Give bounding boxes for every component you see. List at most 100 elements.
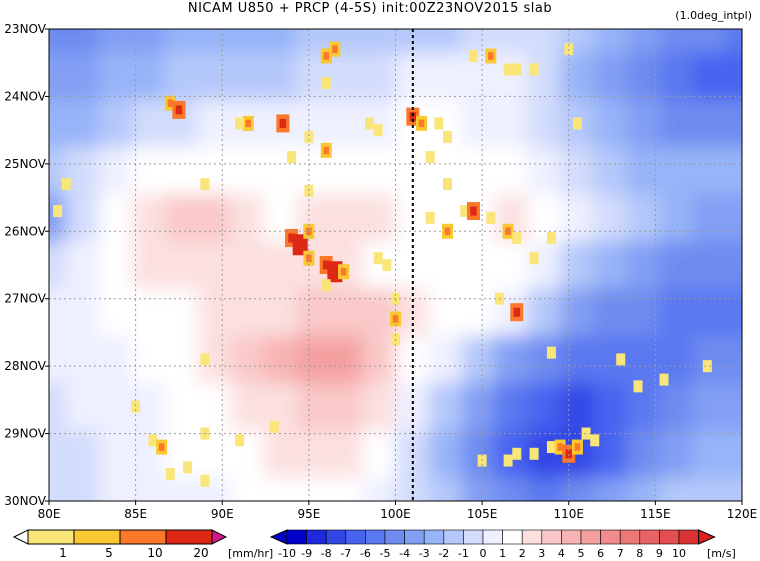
- u850-cell: [725, 99, 742, 148]
- u850-cell: [329, 430, 364, 479]
- u850-cell: [230, 194, 265, 243]
- u850-cell: [692, 147, 727, 196]
- u850-cell: [98, 147, 133, 196]
- u850-cell: [65, 99, 100, 148]
- u850-cell: [461, 335, 496, 384]
- u850-cell: [593, 147, 628, 196]
- u850-cell: [98, 99, 133, 148]
- precip-core: [488, 52, 494, 60]
- u850-cell: [593, 194, 628, 243]
- u850-cell: [362, 147, 397, 196]
- u850-cell: [461, 477, 496, 501]
- u850-cell: [131, 335, 166, 384]
- x-tick-label: 115E: [640, 507, 671, 521]
- precip-cell: [503, 454, 513, 467]
- u850-bar-left-arrow: [269, 529, 288, 545]
- u850-cell: [494, 99, 529, 148]
- u850-field: [49, 29, 742, 501]
- u850-cell: [692, 477, 727, 501]
- u850-cell: [131, 477, 166, 501]
- u850-cell: [65, 147, 100, 196]
- u850-cell: [197, 29, 232, 54]
- precip-core: [340, 267, 347, 276]
- u850-bar-label: -3: [419, 547, 430, 560]
- u850-cell: [725, 477, 742, 501]
- precip-layer: [53, 41, 712, 487]
- x-tick-label: 95E: [297, 507, 320, 521]
- u850-cell: [461, 147, 496, 196]
- u850-cell: [230, 335, 265, 384]
- precip-cell: [269, 420, 279, 433]
- u850-cell: [560, 383, 595, 432]
- u850-cell: [494, 241, 529, 290]
- u850-cell: [626, 383, 661, 432]
- u850-cell: [527, 99, 562, 148]
- u850-cell: [164, 147, 199, 196]
- u850-cell: [362, 194, 397, 243]
- u850-cell: [263, 29, 298, 54]
- precip-core: [513, 307, 521, 317]
- u850-cell: [692, 29, 727, 54]
- precip-cell: [235, 117, 245, 130]
- u850-bar-label: -9: [301, 547, 312, 560]
- precip-cell: [503, 63, 513, 76]
- u850-cell: [98, 288, 133, 337]
- u850-bar-label: -7: [340, 547, 351, 560]
- precip-cell: [512, 232, 522, 245]
- y-tick-label: 28NOV: [4, 359, 46, 373]
- u850-cell: [461, 99, 496, 148]
- u850-cell: [626, 430, 661, 479]
- u850-cell: [494, 477, 529, 501]
- u850-cell: [230, 52, 265, 101]
- precip-cell: [365, 117, 375, 130]
- y-tick-label: 26NOV: [4, 224, 46, 238]
- precip-cell: [529, 63, 539, 76]
- u850-cell: [98, 241, 133, 290]
- u850-cell: [197, 99, 232, 148]
- u850-cell: [296, 477, 331, 501]
- u850-bar-segment: [580, 529, 601, 545]
- u850-bar-segment: [521, 529, 543, 545]
- u850-cell: [626, 288, 661, 337]
- u850-cell: [164, 52, 199, 101]
- u850-bar-label: 3: [538, 547, 545, 560]
- u850-cell: [428, 383, 463, 432]
- precip-cell: [200, 178, 210, 191]
- u850-cell: [725, 29, 742, 54]
- precip-cell: [468, 49, 478, 62]
- u850-cell: [164, 288, 199, 337]
- x-tick-label: 85E: [124, 507, 147, 521]
- u850-cell: [428, 335, 463, 384]
- precip-core: [323, 52, 329, 60]
- x-tick-label: 90E: [211, 507, 234, 521]
- precip-cell: [572, 117, 582, 130]
- x-tick-label: 105E: [467, 507, 498, 521]
- u850-cell: [164, 383, 199, 432]
- u850-cell: [659, 99, 694, 148]
- precip-core: [279, 118, 287, 128]
- u850-cell: [593, 288, 628, 337]
- u850-cell: [263, 383, 298, 432]
- precip-bar-units: [mm/hr]: [228, 547, 273, 560]
- precip-cell: [287, 151, 297, 164]
- u850-bar-segment: [463, 529, 484, 545]
- u850-cell: [626, 477, 661, 501]
- precip-core: [331, 266, 339, 277]
- precip-bar-label: 20: [193, 546, 208, 560]
- u850-cell: [131, 52, 166, 101]
- u850-cell: [197, 383, 232, 432]
- u850-cell: [164, 335, 199, 384]
- u850-bar-right-arrow: [698, 529, 716, 545]
- u850-cell: [593, 99, 628, 148]
- u850-cell: [725, 430, 742, 479]
- u850-cell: [230, 29, 265, 54]
- precip-bar-label: 10: [147, 546, 162, 560]
- precip-cell: [546, 232, 556, 245]
- u850-cell: [131, 288, 166, 337]
- u850-bar-segment: [541, 529, 562, 545]
- precip-cell: [512, 447, 522, 460]
- u850-cell: [560, 241, 595, 290]
- u850-cell: [593, 477, 628, 501]
- precip-cell: [131, 400, 141, 413]
